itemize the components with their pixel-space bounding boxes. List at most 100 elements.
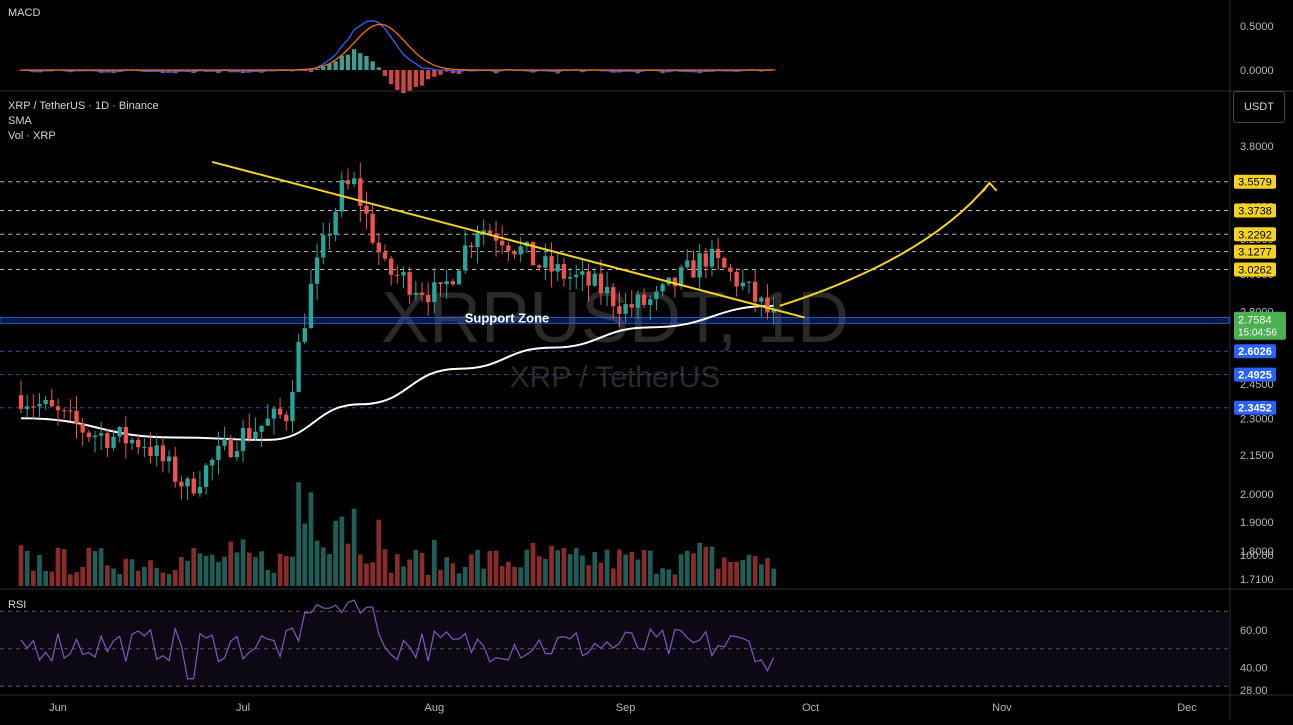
candle (247, 413, 252, 443)
candle (160, 437, 166, 473)
candle-body (574, 274, 579, 278)
volume-bar (154, 567, 160, 586)
volume-bar (92, 551, 98, 586)
candle (450, 278, 456, 286)
candle (154, 435, 159, 467)
candle-body (709, 248, 715, 267)
volume-bar (413, 549, 419, 586)
candle (18, 380, 24, 414)
sma-indicator-label[interactable]: SMA (8, 115, 32, 127)
candle-body (166, 456, 172, 462)
rsi-label: RSI (8, 599, 27, 611)
price-tick-label: 1.8000 (1240, 546, 1274, 558)
price-tick-label: 1.7100 (1240, 574, 1274, 586)
candle-body (530, 242, 536, 266)
volume-bar (253, 557, 258, 586)
volume-bar (506, 561, 511, 586)
candle-body (314, 257, 320, 284)
candle (604, 271, 610, 307)
candle-body (321, 235, 326, 258)
volume-bar (179, 556, 184, 586)
level-badge (1234, 227, 1276, 242)
candle-body (68, 410, 73, 412)
macd-histogram-bar (327, 63, 332, 70)
volume-bar (24, 551, 30, 586)
volume-bar (592, 552, 598, 586)
volume-bar (277, 553, 283, 586)
candle (456, 269, 462, 285)
candle (129, 437, 135, 450)
volume-bar (524, 549, 530, 586)
candle-body (370, 213, 375, 243)
candle-body (469, 245, 474, 247)
volume-bar (98, 548, 104, 586)
volume-bar (265, 570, 271, 586)
macd-histogram-bar (432, 70, 437, 77)
candle-body (142, 446, 147, 448)
macd-histogram-bar (376, 67, 381, 70)
volume-bar (752, 556, 758, 586)
candle (62, 408, 67, 419)
candle (586, 263, 591, 302)
candle (351, 171, 357, 188)
candle-body (746, 281, 752, 283)
candle (296, 333, 301, 393)
candle-body (191, 478, 196, 494)
volume-bar (320, 547, 326, 586)
volume-bar (111, 568, 116, 586)
support-badge (1234, 344, 1276, 359)
candle (611, 283, 616, 320)
volume-bar (734, 561, 739, 586)
volume-bar (758, 564, 764, 586)
macd-tick-label: 0.5000 (1240, 21, 1274, 33)
rsi-tick-label: 60.00 (1240, 625, 1268, 637)
candle-body (99, 433, 104, 436)
candle (277, 397, 283, 420)
candle (216, 431, 221, 475)
rsi-tick-label: 28.00 (1240, 685, 1268, 697)
time-tick-label: Jul (236, 702, 250, 714)
candle-body (271, 408, 277, 419)
volume-bar (721, 557, 727, 586)
price-tick-label: 3.8000 (1240, 141, 1274, 153)
candle-body (481, 230, 486, 233)
candle-body (715, 248, 721, 259)
candle-body (117, 427, 122, 437)
volume-bar (771, 568, 776, 586)
volume-bar (499, 566, 505, 586)
volume-bar (209, 554, 215, 586)
candle (506, 241, 511, 261)
candle (86, 430, 92, 443)
macd-histogram-bar (333, 61, 338, 70)
candle (290, 379, 295, 433)
volume-indicator-label[interactable]: Vol · XRP (8, 130, 56, 142)
macd-histogram-bar (401, 70, 406, 94)
candle (672, 277, 678, 298)
volume-bar (431, 539, 437, 586)
candle-body (487, 230, 493, 234)
currency-badge[interactable]: USDT (1233, 91, 1285, 123)
volume-bar (302, 523, 308, 586)
volume-bar (203, 555, 209, 586)
volume-bar (234, 552, 240, 586)
candle-body (555, 264, 560, 272)
volume-bar (388, 572, 394, 586)
volume-bar (425, 574, 431, 586)
volume-bar (357, 554, 363, 586)
candle (469, 242, 474, 259)
volume-bar (240, 539, 246, 586)
level-label: 3.5579 (1238, 177, 1272, 189)
candle-body (62, 410, 67, 412)
candle-body (296, 341, 301, 392)
candle-body (734, 271, 739, 287)
candle-body (234, 451, 240, 458)
candle (358, 162, 363, 223)
candle-body (388, 258, 394, 275)
candle (395, 265, 400, 284)
candle (401, 266, 406, 288)
candle (512, 249, 517, 259)
candle-body (678, 267, 684, 287)
